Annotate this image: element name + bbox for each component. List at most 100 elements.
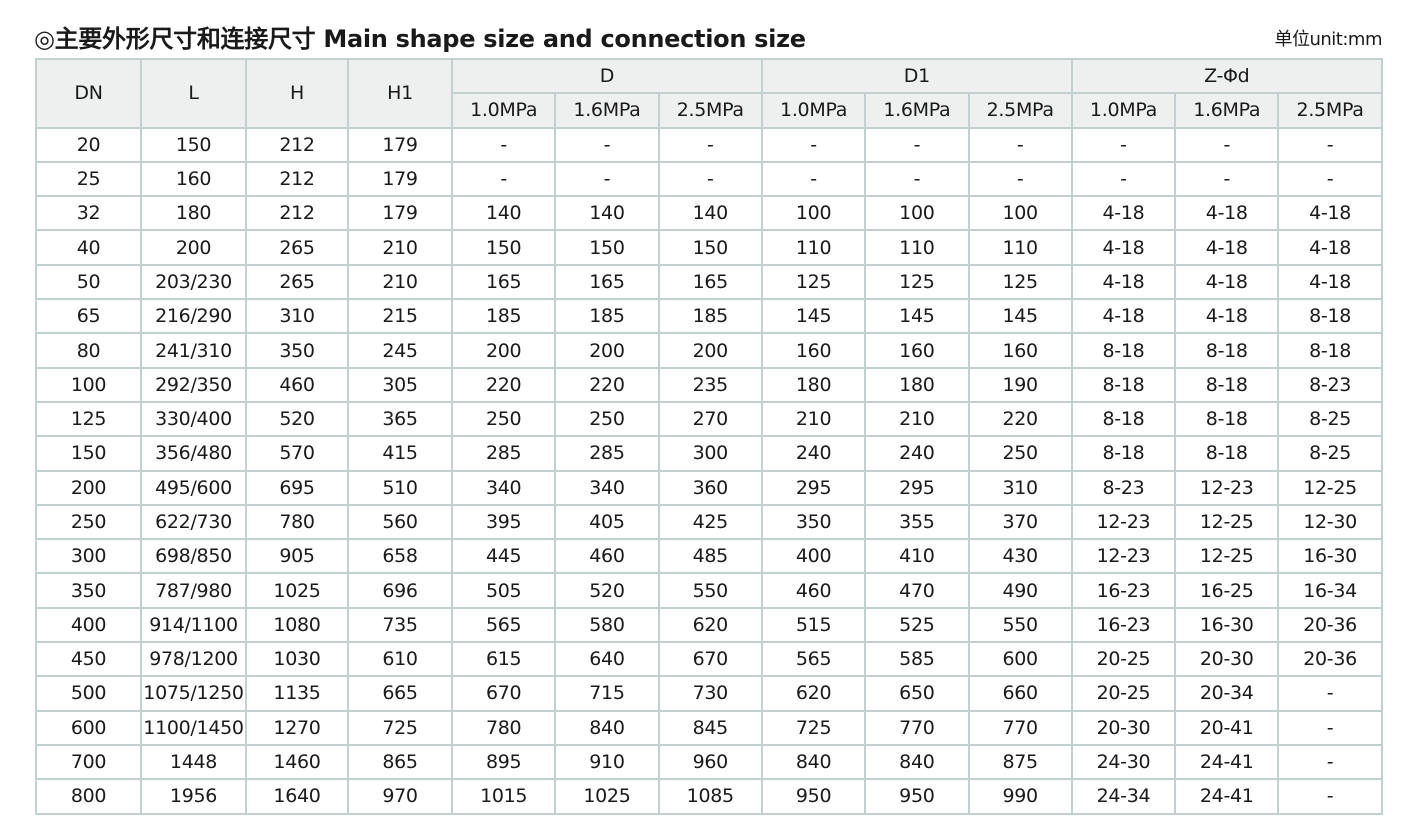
table-cell: 20-30 — [1174, 641, 1280, 678]
table-cell: 4-18 — [1070, 195, 1177, 232]
table-cell: 20-34 — [1174, 675, 1280, 712]
table-cell: 20-41 — [1174, 709, 1280, 746]
table-cell: 150 — [554, 229, 660, 266]
table-cell: 150 — [450, 229, 557, 266]
table-cell: 16-23 — [1070, 606, 1177, 644]
table-cell: 160 — [760, 332, 867, 369]
table-cell: 670 — [657, 641, 763, 678]
table-cell: 110 — [967, 229, 1073, 266]
table-row: 32 180 212 179 140 140 140 100 100 100 4-18 4-18 4-1… — [35, 195, 1383, 232]
table-cell: 212 — [245, 126, 349, 163]
table-cell: 698/850 — [140, 538, 247, 575]
table-row: 65 216/290 310 215 185 185 185 145 145 145 4-18 4-1… — [35, 298, 1383, 335]
table-cell: 1460 — [245, 743, 349, 781]
table-cell: 4-18 — [1277, 229, 1383, 266]
table-cell: 1080 — [245, 606, 349, 644]
table-cell: 215 — [347, 298, 453, 335]
table-cell: 505 — [450, 572, 557, 609]
header-h1: H1 — [347, 58, 453, 129]
table-cell: 490 — [967, 572, 1073, 609]
table-cell: - — [657, 160, 763, 198]
table-cell: 650 — [864, 675, 970, 712]
table-cell: 600 — [35, 709, 142, 746]
table-row: 300 698/850 905 658 445 460 485 400 410 430 12-23 1… — [35, 538, 1383, 575]
table-cell: 179 — [347, 195, 453, 232]
header-group-d: D — [451, 57, 763, 95]
table-cell: 310 — [245, 298, 349, 335]
table-cell: - — [450, 126, 557, 163]
table-cell: 1270 — [245, 709, 349, 746]
table-cell: - — [864, 160, 970, 198]
table-cell: 400 — [35, 606, 142, 644]
table-cell: - — [967, 160, 1073, 198]
table-cell: 865 — [347, 743, 453, 781]
table-cell: 292/350 — [140, 366, 247, 403]
table-cell: 40 — [35, 229, 142, 266]
table-cell: 460 — [245, 366, 349, 403]
table-cell: 355 — [864, 503, 970, 541]
table-cell: 580 — [554, 606, 660, 644]
table-cell: 24-34 — [1070, 778, 1177, 815]
table-cell: - — [1277, 675, 1383, 712]
table-cell: 960 — [657, 743, 763, 781]
table-cell: 24-41 — [1174, 778, 1280, 815]
table-cell: 460 — [760, 572, 867, 609]
table-cell: 565 — [450, 606, 557, 644]
page-title: ◎主要外形尺寸和连接尺寸 Main shape size and connect… — [34, 25, 806, 53]
header-pressure: 1.0MPa — [1070, 92, 1177, 129]
table-cell: 285 — [450, 435, 557, 472]
table-cell: 180 — [864, 366, 970, 403]
table-cell: 145 — [967, 298, 1073, 335]
table-cell: 800 — [35, 778, 142, 815]
table-cell: 100 — [35, 366, 142, 403]
table-cell: 725 — [760, 709, 867, 746]
table-cell: 658 — [347, 538, 453, 575]
table-cell: 200 — [140, 229, 247, 266]
table-cell: 735 — [347, 606, 453, 644]
table-cell: 620 — [657, 606, 763, 644]
table-cell: - — [1277, 126, 1383, 163]
table-cell: - — [864, 126, 970, 163]
table-cell: 520 — [554, 572, 660, 609]
table-cell: 110 — [864, 229, 970, 266]
table-cell: 265 — [245, 263, 349, 301]
table-row: 200 495/600 695 510 340 340 360 295 295 310 8-23 12… — [35, 469, 1383, 506]
table-cell: - — [554, 160, 660, 198]
table-cell: 445 — [450, 538, 557, 575]
table-cell: 340 — [554, 469, 660, 506]
table-cell: 245 — [347, 332, 453, 369]
table-cell: 16-23 — [1070, 572, 1177, 609]
table-cell: 640 — [554, 641, 660, 678]
table-cell: 1030 — [245, 641, 349, 678]
table-cell: 8-18 — [1070, 435, 1177, 472]
table-cell: 340 — [450, 469, 557, 506]
dimension-table: DN L H H1 D D1 Z-Φd 1.0MPa 1.6MPa 2.5MPa 1.… — [35, 57, 1383, 815]
table-cell: 8-18 — [1174, 400, 1280, 438]
table-cell: 270 — [657, 400, 763, 438]
table-cell: 610 — [347, 641, 453, 678]
table-cell: 16-25 — [1174, 572, 1280, 609]
table-cell: 165 — [554, 263, 660, 301]
table-cell: 125 — [760, 263, 867, 301]
table-row: 150 356/480 570 415 285 285 300 240 240 250 8-18 8-… — [35, 435, 1383, 472]
table-row: 125 330/400 520 365 250 250 270 210 210 220 8-18 8-… — [35, 400, 1383, 438]
table-body: 20 150 212 179- - - - - - - - -25 160 212 179- - - - - - - - -… — [35, 126, 1383, 815]
table-cell: 16-30 — [1277, 538, 1383, 575]
table-cell: 12-23 — [1070, 503, 1177, 541]
table-cell: 210 — [864, 400, 970, 438]
table-cell: 203/230 — [140, 263, 247, 301]
table-cell: 696 — [347, 572, 453, 609]
table-cell: 875 — [967, 743, 1073, 781]
table-cell: 330/400 — [140, 400, 247, 438]
table-cell: 241/310 — [140, 332, 247, 369]
header-group-d1: D1 — [760, 57, 1073, 95]
table-cell: 510 — [347, 469, 453, 506]
table-cell: 20-36 — [1277, 606, 1383, 644]
table-row: 40 200 265 210 150 150 150 110 110 110 4-18 4-18 4-1… — [35, 229, 1383, 266]
header-l: L — [140, 58, 247, 129]
table-cell: 970 — [347, 778, 453, 815]
table-row: 25 160 212 179- - - - - - - - - — [35, 160, 1383, 198]
table-cell: 4-18 — [1070, 229, 1177, 266]
header-pressure: 2.5MPa — [967, 92, 1073, 129]
table-cell: 200 — [35, 469, 142, 506]
